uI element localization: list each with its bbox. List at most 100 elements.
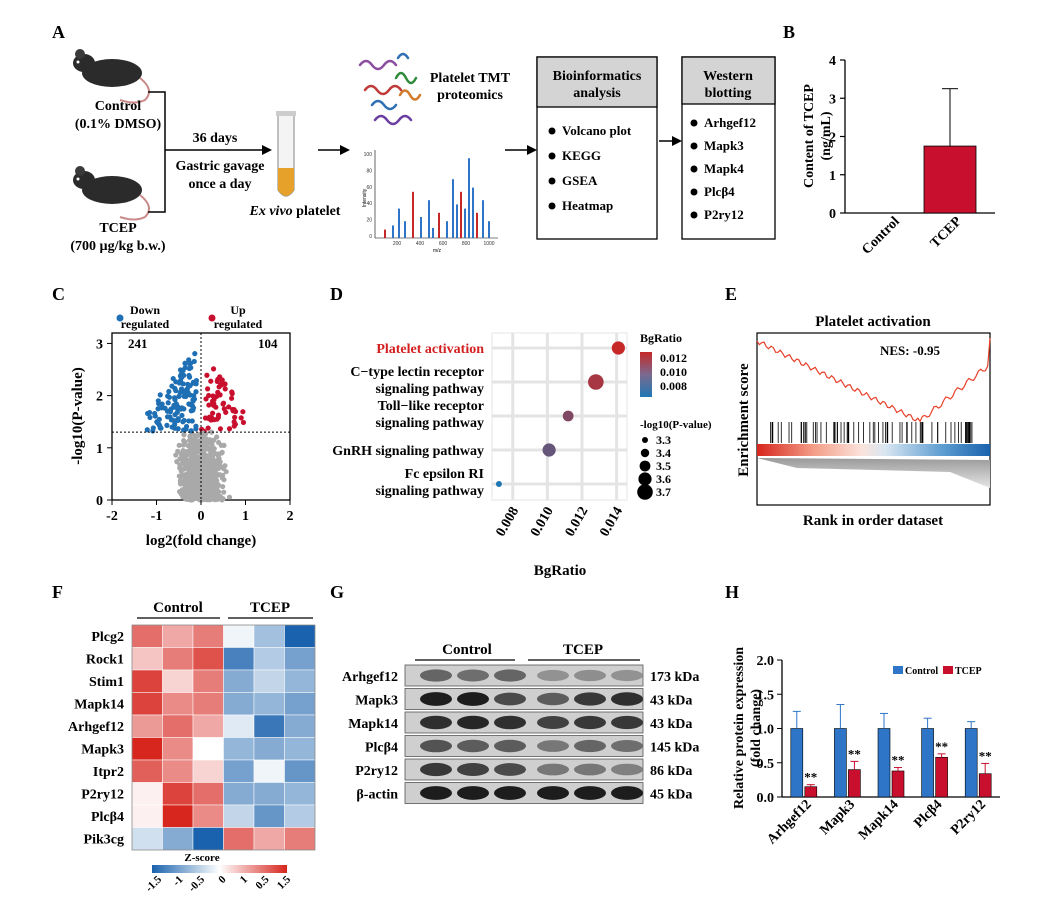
volcano-point [159, 401, 165, 407]
volcano-point [226, 494, 233, 500]
blot-band [457, 669, 489, 682]
blot-band [537, 716, 569, 729]
color-legend-tick: 0.012 [660, 351, 687, 365]
spectrum-peak [468, 158, 470, 238]
volcano-point [178, 406, 184, 412]
pathway-term-label: Toll−like receptor [378, 399, 484, 414]
volcano-point [240, 409, 246, 415]
significance-mark: ** [848, 746, 861, 761]
panel-label-b: B [783, 22, 795, 42]
volcano-point [210, 402, 217, 408]
volcano-point [157, 425, 163, 431]
wb-title-2: blotting [705, 86, 752, 101]
panel-label-e: E [725, 284, 737, 304]
volcano-point [202, 468, 208, 474]
legend-down-label: regulated [121, 317, 170, 331]
volcano-point [210, 366, 217, 372]
spectrum-xtick: 1000 [483, 241, 494, 247]
x-tick-label: 2 [287, 509, 294, 524]
blot-protein-label: Plcβ4 [365, 741, 398, 756]
color-legend-tick: 0.008 [660, 379, 687, 393]
volcano-point [177, 456, 183, 462]
volcano-point [186, 372, 192, 379]
heatmap-row-label: Arhgef12 [68, 720, 124, 735]
group-bracket [148, 91, 166, 213]
heatmap-cell [162, 669, 194, 693]
heatmap-cell [162, 759, 194, 783]
volcano-point [212, 450, 218, 457]
pathway-bubble [588, 374, 604, 390]
blot-band [574, 669, 606, 682]
heatmap-cell [223, 782, 255, 806]
bullet-icon [548, 202, 556, 210]
heatmap-row-label: Mapk3 [81, 743, 124, 758]
blot-band [611, 740, 643, 752]
zscore-legend-tick: 1.5 [275, 873, 294, 892]
bioinfo-title-1: Bioinformatics [553, 69, 642, 84]
panel-d-kegg: Platelet activation C−type lectin recepto… [332, 331, 712, 579]
volcano-point [150, 425, 156, 431]
size-legend-label: 3.3 [656, 433, 671, 447]
spectrum-ylabel: Intensity [362, 188, 368, 207]
spectrum-peak [438, 212, 440, 238]
blot-band [457, 763, 489, 776]
spectrum-peak [446, 221, 448, 238]
heatmap-cell [131, 647, 163, 671]
heatmap-cell [223, 827, 255, 851]
panel-label-f: F [52, 582, 63, 602]
significance-mark: ** [979, 748, 992, 763]
volcano-point [181, 432, 187, 438]
size-legend-label: 3.4 [656, 446, 671, 460]
volcano-point [192, 456, 199, 462]
volcano-point [214, 378, 220, 385]
heatmap-cell [162, 647, 194, 671]
heatmap-cell [284, 692, 316, 716]
volcano-point [202, 462, 208, 468]
volcano-point [180, 459, 186, 465]
control-mouse-icon [73, 49, 150, 104]
size-legend-marker [639, 460, 651, 472]
y-tick-label: 1 [829, 169, 836, 184]
heatmap-cell [131, 692, 163, 716]
panel-f-heatmap: Control TCEP Plcg2 Rock1 Stim1 Mapk14 Arhgef12… [68, 600, 316, 894]
volcano-point [183, 393, 189, 400]
size-legend-marker [637, 484, 653, 500]
y-tick-label: 3 [829, 92, 836, 107]
bioinfo-title-2: analysis [573, 86, 621, 101]
bar [891, 770, 905, 798]
blot-protein-label: Mapk3 [355, 694, 398, 709]
volcano-point [169, 383, 175, 389]
rank-color-bar [757, 444, 990, 456]
legend-up-marker [208, 314, 216, 322]
blot-band [420, 715, 452, 730]
x-tick-label: 0.010 [528, 505, 557, 540]
y-tick-label: 2.0 [757, 654, 775, 669]
volcano-point [194, 439, 200, 445]
volcano-point [176, 442, 182, 448]
volcano-point [165, 393, 171, 399]
blot-size-label: 145 kDa [650, 741, 699, 756]
volcano-point [208, 429, 215, 435]
tcep-label: TCEP [99, 221, 137, 236]
x-category-label: TCEP [928, 214, 965, 251]
volcano-point [190, 446, 197, 452]
volcano-point [206, 392, 212, 399]
volcano-point [231, 406, 237, 413]
volcano-point [182, 360, 188, 366]
panel-label-c: C [52, 284, 65, 304]
panel-label-a: A [52, 22, 65, 42]
volcano-point [192, 351, 198, 357]
volcano-point [197, 472, 203, 478]
spectrum-ytick: 40 [366, 201, 372, 207]
volcano-point [206, 482, 212, 488]
volcano-point [217, 464, 224, 470]
volcano-point [218, 381, 224, 388]
volcano-point [177, 465, 183, 471]
heatmap-row-label: Plcβ4 [91, 810, 124, 825]
x-category-label: Plcβ4 [911, 797, 945, 831]
x-category-label: Mapk3 [817, 797, 858, 838]
volcano-point [194, 433, 200, 439]
zscore-legend-bar [152, 865, 287, 873]
volcano-point [204, 372, 210, 378]
volcano-point [215, 389, 221, 395]
